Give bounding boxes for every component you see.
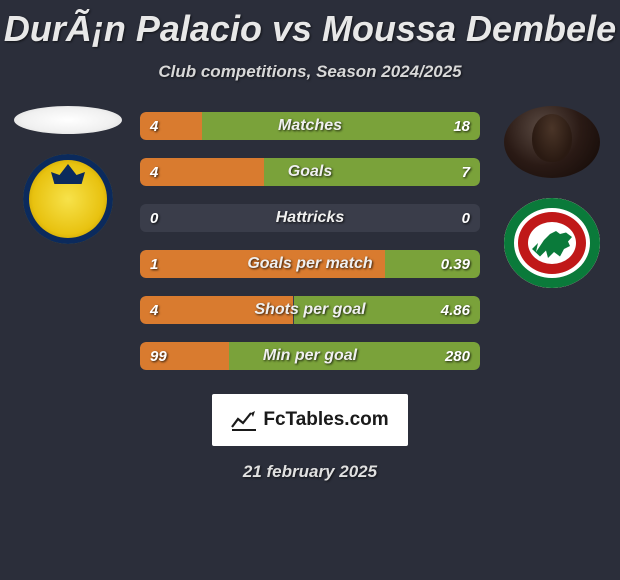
stat-row: 418Matches <box>140 112 480 140</box>
fctables-icon <box>231 409 257 431</box>
stat-label: Goals per match <box>140 255 480 273</box>
stat-label: Matches <box>140 117 480 135</box>
stats-list: 418Matches 47Goals 00Hattricks 10.39Goals p… <box>140 106 480 370</box>
right-club-badge <box>504 198 600 288</box>
stat-row: 44.86Shots per goal <box>140 296 480 324</box>
comparison-panel: 418Matches 47Goals 00Hattricks 10.39Goals p… <box>0 106 620 370</box>
stat-row: 00Hattricks <box>140 204 480 232</box>
stat-label: Min per goal <box>140 347 480 365</box>
stat-label: Hattricks <box>140 209 480 227</box>
right-player-column <box>492 106 612 288</box>
subtitle: Club competitions, Season 2024/2025 <box>0 62 620 82</box>
stat-label: Goals <box>140 163 480 181</box>
source-logo: FcTables.com <box>212 394 408 446</box>
stat-row: 47Goals <box>140 158 480 186</box>
stat-label: Shots per goal <box>140 301 480 319</box>
page-title: DurÃ¡n Palacio vs Moussa Dembele <box>0 0 620 50</box>
date-label: 21 february 2025 <box>0 462 620 482</box>
stat-row: 99280Min per goal <box>140 342 480 370</box>
stat-row: 10.39Goals per match <box>140 250 480 278</box>
left-player-photo <box>14 106 122 134</box>
source-logo-text: FcTables.com <box>263 409 388 431</box>
right-player-photo <box>504 106 600 178</box>
left-club-badge <box>23 154 113 244</box>
left-player-column <box>8 106 128 244</box>
